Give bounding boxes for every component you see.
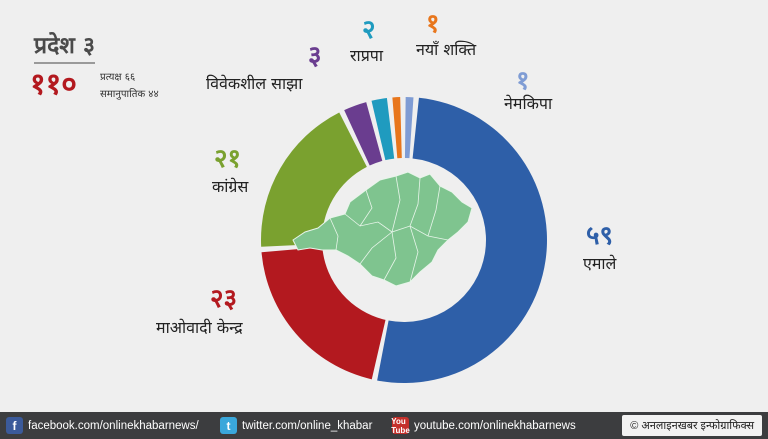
donut-slice-1 — [261, 247, 386, 380]
youtube-link[interactable]: You Tube youtube.com/onlinekhabarnews — [391, 412, 576, 439]
label-value-rpp: २ — [362, 15, 376, 45]
facebook-url: facebook.com/onlinekhabarnews/ — [28, 419, 199, 432]
label-name-uml: एमाले — [583, 254, 617, 273]
label-value-congress: २१ — [214, 144, 242, 174]
credit-badge: © अनलाइनखबर इन्फोग्राफिक्स — [622, 415, 762, 436]
label-name-naya-shakti: नयाँ शक्ति — [416, 40, 477, 59]
direct-seats-label: प्रत्यक्ष ६६ — [100, 72, 136, 83]
donut-slice-3 — [344, 102, 383, 166]
map-district-borders — [329, 175, 449, 283]
proportional-seats-label: समानुपातिक ४४ — [100, 89, 159, 100]
label-name-bibeksheel: विवेकशील साझा — [206, 74, 303, 93]
footer-bar: f facebook.com/onlinekhabarnews/ t twitt… — [0, 412, 768, 439]
label-value-nemkipa: १ — [516, 66, 530, 96]
label-value-uml: ५९ — [586, 221, 614, 251]
label-name-nemkipa: नेमकिपा — [504, 94, 553, 113]
label-name-rpp: राप्रपा — [350, 46, 384, 65]
total-seats: ११० — [30, 67, 77, 102]
province-map — [292, 171, 473, 287]
label-value-maoist: २३ — [210, 284, 238, 314]
twitter-url: twitter.com/online_khabar — [242, 419, 373, 432]
label-name-maoist: माओवादी केन्द्र — [156, 318, 243, 337]
label-value-bibeksheel: ३ — [308, 41, 322, 71]
donut-slice-5 — [392, 97, 402, 159]
twitter-icon: t — [220, 417, 237, 434]
youtube-icon: You Tube — [391, 416, 410, 435]
label-name-congress: कांग्रेस — [212, 177, 249, 196]
page-title: प्रदेश ३ — [34, 28, 95, 64]
label-value-naya-shakti: १ — [426, 9, 440, 39]
twitter-link[interactable]: t twitter.com/online_khabar — [220, 412, 372, 439]
youtube-url: youtube.com/onlinekhabarnews — [414, 419, 576, 432]
facebook-icon: f — [6, 417, 23, 434]
facebook-link[interactable]: f facebook.com/onlinekhabarnews/ — [6, 412, 199, 439]
donut-slice-0 — [377, 97, 548, 383]
donut-slice-6 — [404, 97, 414, 159]
donut-slice-4 — [371, 98, 395, 161]
donut-slice-2 — [261, 112, 367, 247]
